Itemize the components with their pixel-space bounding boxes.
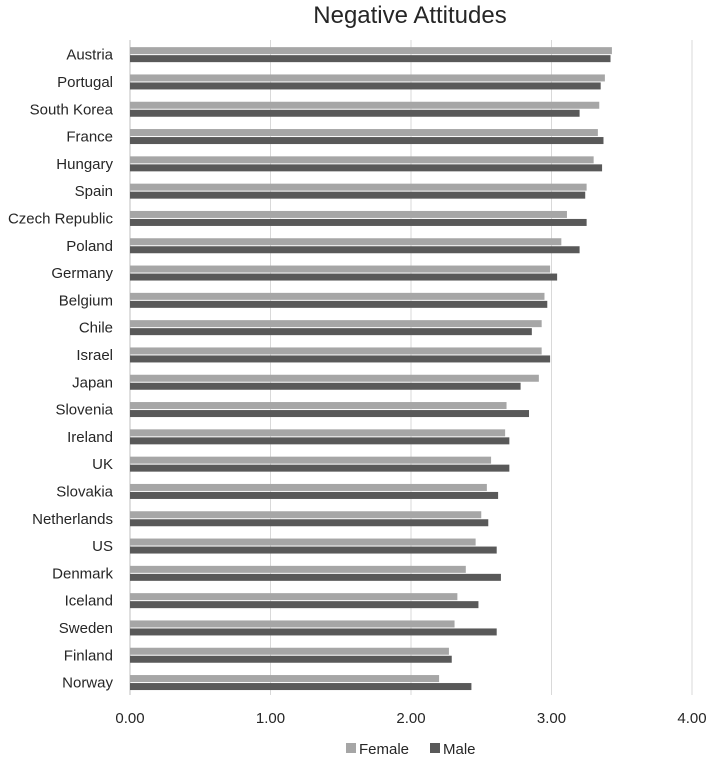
category-label: France — [66, 129, 113, 146]
x-tick-label: 4.00 — [677, 710, 706, 727]
bar-female-netherlands — [130, 511, 482, 519]
bar-female-slovakia — [130, 483, 487, 491]
bar-female-uk — [130, 456, 492, 464]
category-label: Hungary — [56, 156, 113, 173]
bar-male-norway — [130, 683, 472, 691]
legend-swatch-male — [430, 743, 440, 753]
bar-female-ireland — [130, 429, 506, 437]
bar-male-israel — [130, 355, 551, 363]
category-label: Chile — [79, 320, 113, 337]
gridlines — [129, 40, 693, 695]
category-label: Slovakia — [56, 483, 113, 500]
bar-male-spain — [130, 191, 586, 199]
category-labels: Austria Portugal South Korea France Hungary S… — [8, 47, 114, 692]
bar-male-south-korea — [130, 109, 580, 117]
bar-female-poland — [130, 238, 562, 246]
bar-male-ireland — [130, 437, 510, 445]
bar-female-spain — [130, 183, 587, 191]
bar-male-france — [130, 137, 604, 145]
bar-male-us — [130, 546, 497, 554]
legend: Female Male — [346, 741, 476, 758]
category-label: Portugal — [57, 74, 113, 91]
bar-male-denmark — [130, 573, 501, 581]
category-label: Belgium — [59, 292, 113, 309]
bar-female-finland — [130, 647, 449, 655]
x-tick-label: 0.00 — [115, 710, 144, 727]
category-label: Slovenia — [55, 402, 113, 419]
bar-female-sweden — [130, 620, 455, 628]
bar-female-japan — [130, 374, 539, 382]
x-axis-tick-labels: 0.00 1.00 2.00 3.00 4.00 — [115, 710, 706, 727]
bar-male-austria — [130, 55, 611, 63]
bar-male-finland — [130, 655, 452, 663]
bar-male-uk — [130, 464, 510, 472]
bar-male-slovakia — [130, 491, 499, 499]
bar-female-norway — [130, 675, 440, 683]
bar-female-denmark — [130, 565, 466, 573]
bar-female-chile — [130, 320, 542, 328]
bar-female-us — [130, 538, 476, 546]
bar-female-portugal — [130, 74, 605, 82]
category-label: US — [92, 538, 113, 555]
category-label: Iceland — [65, 593, 113, 610]
legend-label-male: Male — [443, 741, 476, 758]
bar-male-netherlands — [130, 519, 489, 527]
legend-swatch-female — [346, 743, 356, 753]
bar-male-poland — [130, 246, 580, 254]
bar-female-iceland — [130, 593, 458, 601]
bar-male-chile — [130, 328, 532, 336]
bar-male-portugal — [130, 82, 601, 90]
x-tick-label: 3.00 — [537, 710, 566, 727]
legend-label-female: Female — [359, 741, 409, 758]
category-label: Sweden — [59, 620, 113, 637]
bar-female-slovenia — [130, 402, 507, 410]
category-label: Norway — [62, 675, 113, 692]
bar-male-belgium — [130, 300, 548, 308]
category-label: Finland — [64, 647, 113, 664]
bars — [130, 47, 612, 691]
bar-female-france — [130, 129, 598, 137]
category-label: Germany — [51, 265, 113, 282]
category-label: South Korea — [30, 101, 114, 118]
category-label: Austria — [66, 47, 113, 64]
bar-male-germany — [130, 273, 558, 281]
category-label: Netherlands — [32, 511, 113, 528]
bar-male-sweden — [130, 628, 497, 636]
bar-female-germany — [130, 265, 551, 273]
category-label: Ireland — [67, 429, 113, 446]
bar-male-japan — [130, 382, 521, 390]
bar-male-hungary — [130, 164, 603, 172]
x-tick-label: 1.00 — [256, 710, 285, 727]
bar-female-belgium — [130, 292, 545, 300]
bar-female-south-korea — [130, 101, 600, 109]
category-label: Poland — [66, 238, 113, 255]
category-label: Japan — [72, 374, 113, 391]
chart-title: Negative Attitudes — [313, 2, 506, 29]
bar-female-czech-republic — [130, 210, 567, 218]
category-label: UK — [92, 456, 113, 473]
category-label: Denmark — [52, 565, 113, 582]
bar-male-czech-republic — [130, 218, 587, 226]
bar-female-hungary — [130, 156, 594, 164]
x-tick-label: 2.00 — [396, 710, 425, 727]
category-label: Israel — [76, 347, 113, 364]
bar-male-slovenia — [130, 410, 530, 418]
bar-male-iceland — [130, 601, 479, 609]
category-label: Czech Republic — [8, 210, 114, 227]
category-label: Spain — [75, 183, 113, 200]
bar-female-austria — [130, 47, 612, 55]
bar-female-israel — [130, 347, 542, 355]
